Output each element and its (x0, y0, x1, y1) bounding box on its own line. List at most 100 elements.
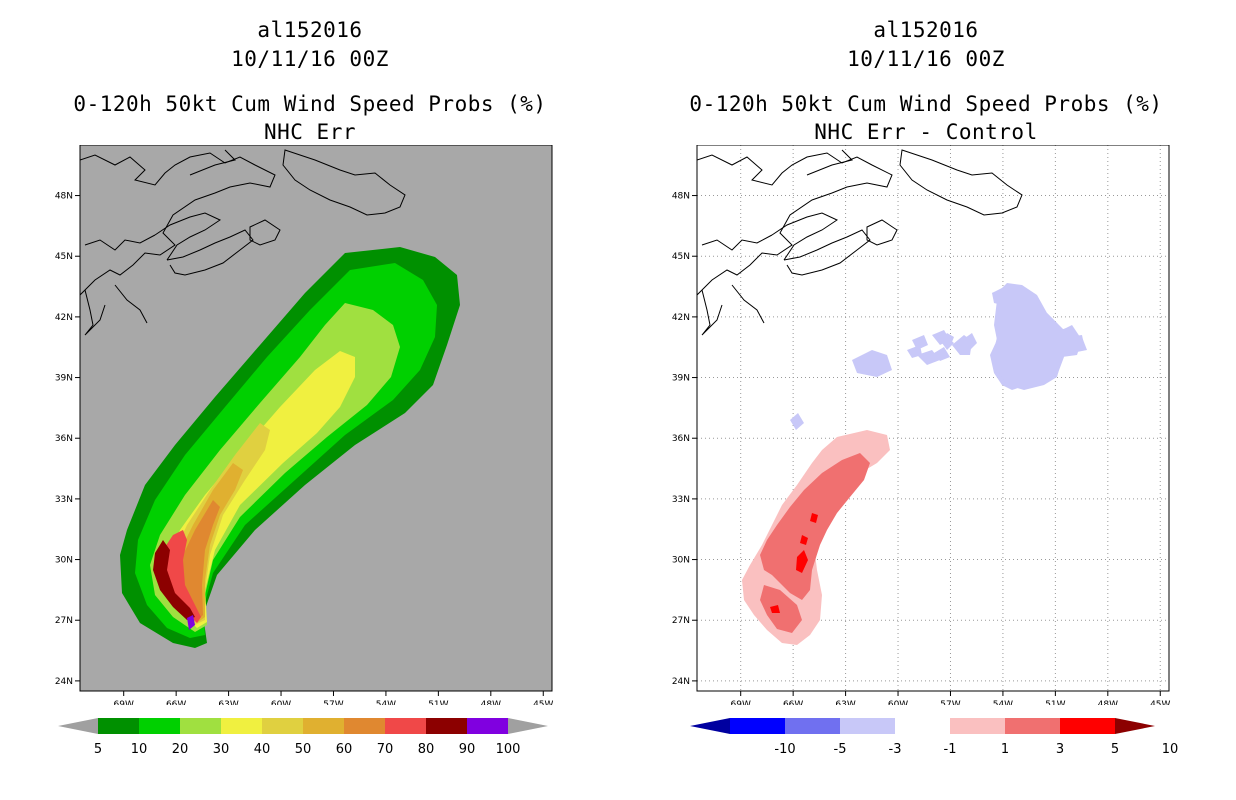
right-lon-label: 69W (731, 700, 751, 705)
left-storm-id: al152016 (257, 18, 363, 42)
right-lat-label: 48N (672, 192, 690, 202)
left-colorbar-segment (139, 718, 180, 734)
left-lat-label: 39N (55, 374, 73, 384)
contour-neg1-ne (1050, 327, 1082, 357)
left-lon-label: 45W (533, 700, 553, 705)
left-lat-label: 36N (55, 434, 73, 444)
right-map-svg: 48N 45N 42N 39N 36N 33N 30N 27N 24N 69W 66W 63W 60W 5… (672, 144, 1171, 710)
left-colorbar: 5 10 20 30 40 50 60 70 80 90 100 (55, 716, 555, 766)
left-product-block: 0-120h 50kt Cum Wind Speed Probs (%) NHC… (30, 90, 590, 145)
right-lat-label: 36N (672, 434, 690, 444)
right-colorbar-labels: -10 -5 -3 -1 1 3 5 10 (672, 742, 1178, 762)
contour-neg1-w (912, 335, 928, 350)
right-product-title: 0-120h 50kt Cum Wind Speed Probs (%) (689, 92, 1163, 116)
left-colorbar-label: 100 (495, 742, 521, 757)
right-colorbar-segment (1005, 718, 1060, 734)
right-title-block: al152016 10/11/16 00Z (646, 16, 1206, 74)
right-colorbar-label: 3 (1055, 742, 1065, 757)
left-colorbar-segment (467, 718, 508, 734)
right-lon-label: 63W (835, 700, 855, 705)
right-storm-id: al152016 (873, 18, 979, 42)
contour-pos5-a (810, 513, 818, 523)
right-colorbar-segment (895, 718, 950, 734)
left-colorbar-segment (303, 718, 344, 734)
right-gridlines (697, 145, 1169, 691)
right-lat-label: 24N (672, 677, 690, 687)
contour-neg1-x (907, 345, 922, 358)
right-colorbar-label: 10 (1161, 742, 1179, 757)
left-lon-label: 54W (376, 700, 396, 705)
left-colorbar-segment (426, 718, 467, 734)
contour-pos5-b (796, 550, 808, 573)
left-colorbar-segment (180, 718, 221, 734)
right-lon-label: 60W (888, 700, 908, 705)
right-colorbar-over-arrow (1115, 718, 1155, 734)
contour-pos5-d (770, 605, 780, 613)
left-colorbar-label: 60 (335, 742, 353, 757)
right-lat-label: 33N (672, 495, 690, 505)
contour-70 (160, 530, 201, 623)
contour-neg1-p (934, 347, 950, 361)
left-colorbar-label: 5 (93, 742, 103, 757)
contour-neg1-q (962, 333, 977, 350)
right-lon-label: 48W (1098, 700, 1118, 705)
right-difference-contours (697, 145, 1169, 691)
left-lon-label: 66W (166, 700, 186, 705)
left-map-panel: 48N 45N 42N 39N 36N 33N 30N 27N 24N 69W 66W 63W 60W 5… (55, 144, 555, 710)
right-datetime: 10/11/16 00Z (847, 47, 1005, 71)
right-lat-label: 30N (672, 556, 690, 566)
contour-pos3 (760, 453, 870, 600)
right-colorbar-label: -5 (833, 742, 847, 757)
right-map-panel: 48N 45N 42N 39N 36N 33N 30N 27N 24N 69W 66W 63W 60W 5… (672, 144, 1172, 710)
contour-60 (179, 500, 220, 621)
contour-neg1-41n (932, 330, 950, 345)
right-lat-label: 27N (672, 616, 690, 626)
contour-neg1-k (917, 350, 940, 365)
right-lon-label: 45W (1150, 700, 1170, 705)
right-lon-label: 57W (940, 700, 960, 705)
contour-pos3-b (760, 585, 802, 633)
left-colorbar-segment (262, 718, 303, 734)
left-colorbar-label: 80 (417, 742, 435, 757)
right-lat-label: 45N (672, 252, 690, 262)
left-lon-label: 57W (323, 700, 343, 705)
left-map-svg: 48N 45N 42N 39N 36N 33N 30N 27N 24N 69W 66W 63W 60W 5… (55, 144, 554, 710)
contour-pos5-c (800, 535, 808, 545)
left-colorbar-label: 20 (171, 742, 189, 757)
left-coastlines (80, 149, 406, 336)
left-lon-label: 69W (114, 700, 134, 705)
left-lon-label: 48W (481, 700, 501, 705)
left-colorbar-label: 90 (458, 742, 476, 757)
contour-neg1-main (994, 285, 1065, 390)
left-subtitle: NHC Err (263, 120, 356, 144)
contour-30 (165, 351, 355, 628)
right-colorbar-label: 5 (1110, 742, 1120, 757)
right-colorbar-label: -1 (943, 742, 957, 757)
left-colorbar-segment (385, 718, 426, 734)
right-product-block: 0-120h 50kt Cum Wind Speed Probs (%) NHC… (646, 90, 1206, 145)
right-colorbar: -10 -5 -3 -1 1 3 5 10 (672, 716, 1178, 766)
right-colorbar-label: -10 (774, 742, 796, 757)
left-colorbar-segment (98, 718, 139, 734)
right-colorbar-under-arrow (690, 718, 730, 734)
left-colorbar-label: 40 (253, 742, 271, 757)
contour-neg1-42n-b (992, 290, 1007, 305)
right-colorbar-label: -3 (888, 742, 902, 757)
left-lat-label: 33N (55, 495, 73, 505)
contour-neg1-l (790, 413, 804, 430)
left-colorbar-label: 10 (130, 742, 148, 757)
right-map-frame (696, 144, 1170, 692)
contour-90 (187, 615, 195, 630)
left-colorbar-label: 30 (212, 742, 230, 757)
left-colorbar-labels: 5 10 20 30 40 50 60 70 80 90 100 (55, 742, 555, 762)
left-lon-label: 63W (218, 700, 238, 705)
right-coastlines (697, 149, 1023, 336)
right-subtitle: NHC Err - Control (814, 120, 1038, 144)
right-colorbar-label: 1 (1000, 742, 1010, 757)
left-map-frame (79, 144, 553, 692)
left-lat-label: 30N (55, 556, 73, 566)
left-lat-label: 24N (55, 677, 73, 687)
left-title-block: al152016 10/11/16 00Z (30, 16, 590, 74)
left-product-title: 0-120h 50kt Cum Wind Speed Probs (%) (73, 92, 547, 116)
left-lon-label: 51W (428, 700, 448, 705)
